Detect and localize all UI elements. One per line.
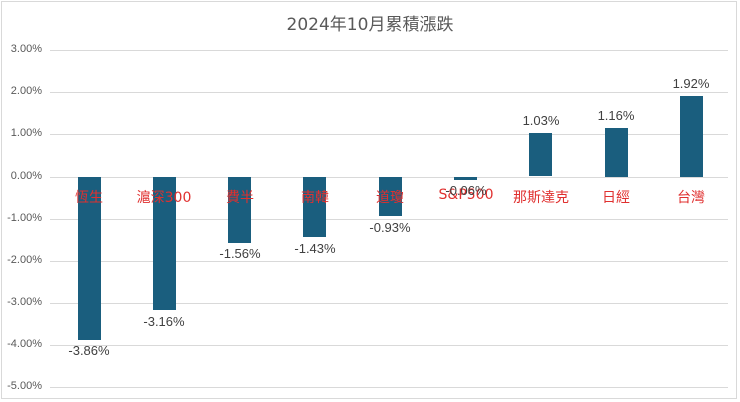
chart-title: 2024年10月累積漲跌: [286, 15, 454, 35]
bar: [379, 177, 402, 216]
value-label: 1.03%: [522, 113, 560, 128]
y-axis-tick-label: 1.00%: [10, 127, 42, 139]
category-label: 滬深300: [136, 190, 192, 206]
category-label: 南韓: [301, 190, 329, 206]
y-axis-tick-label: 2.00%: [10, 85, 42, 97]
value-label: -0.06%: [445, 183, 487, 198]
value-label: -3.86%: [68, 343, 110, 358]
category-label: 費半: [226, 190, 254, 206]
y-axis-tick-label: 0.00%: [10, 170, 42, 182]
value-label: -1.56%: [219, 246, 261, 261]
gridline: [50, 387, 728, 388]
category-label: 日經: [602, 190, 630, 206]
y-axis-tick-label: -5.00%: [7, 380, 42, 392]
value-label: -1.43%: [294, 241, 336, 256]
category-label: 恆生: [75, 190, 103, 206]
value-label: -0.93%: [369, 220, 411, 235]
bar: [78, 177, 101, 340]
category-label: S&P500: [438, 187, 494, 203]
gridline: [50, 219, 728, 220]
value-label: 1.92%: [672, 76, 710, 91]
gridline: [50, 50, 728, 51]
gridline: [50, 92, 728, 93]
bar: [454, 177, 477, 180]
bar: [228, 177, 251, 243]
gridline: [50, 345, 728, 346]
y-axis-tick-label: -2.00%: [7, 254, 42, 266]
value-label: -3.16%: [143, 314, 185, 329]
y-axis-tick-label: -4.00%: [7, 338, 42, 350]
gridline: [50, 261, 728, 262]
bar: [529, 133, 552, 176]
category-label: 台灣: [677, 190, 705, 206]
category-label: 那斯達克: [513, 190, 569, 206]
bar: [680, 96, 703, 177]
bar: [303, 177, 326, 237]
category-label: 道瓊: [376, 190, 404, 206]
gridline: [50, 134, 728, 135]
bar: [153, 177, 176, 310]
bar: [605, 128, 628, 177]
y-axis-tick-label: -1.00%: [7, 212, 42, 224]
gridline: [50, 303, 728, 304]
value-label: 1.16%: [597, 108, 635, 123]
y-axis-tick-label: -3.00%: [7, 296, 42, 308]
y-axis-tick-label: 3.00%: [10, 43, 42, 55]
